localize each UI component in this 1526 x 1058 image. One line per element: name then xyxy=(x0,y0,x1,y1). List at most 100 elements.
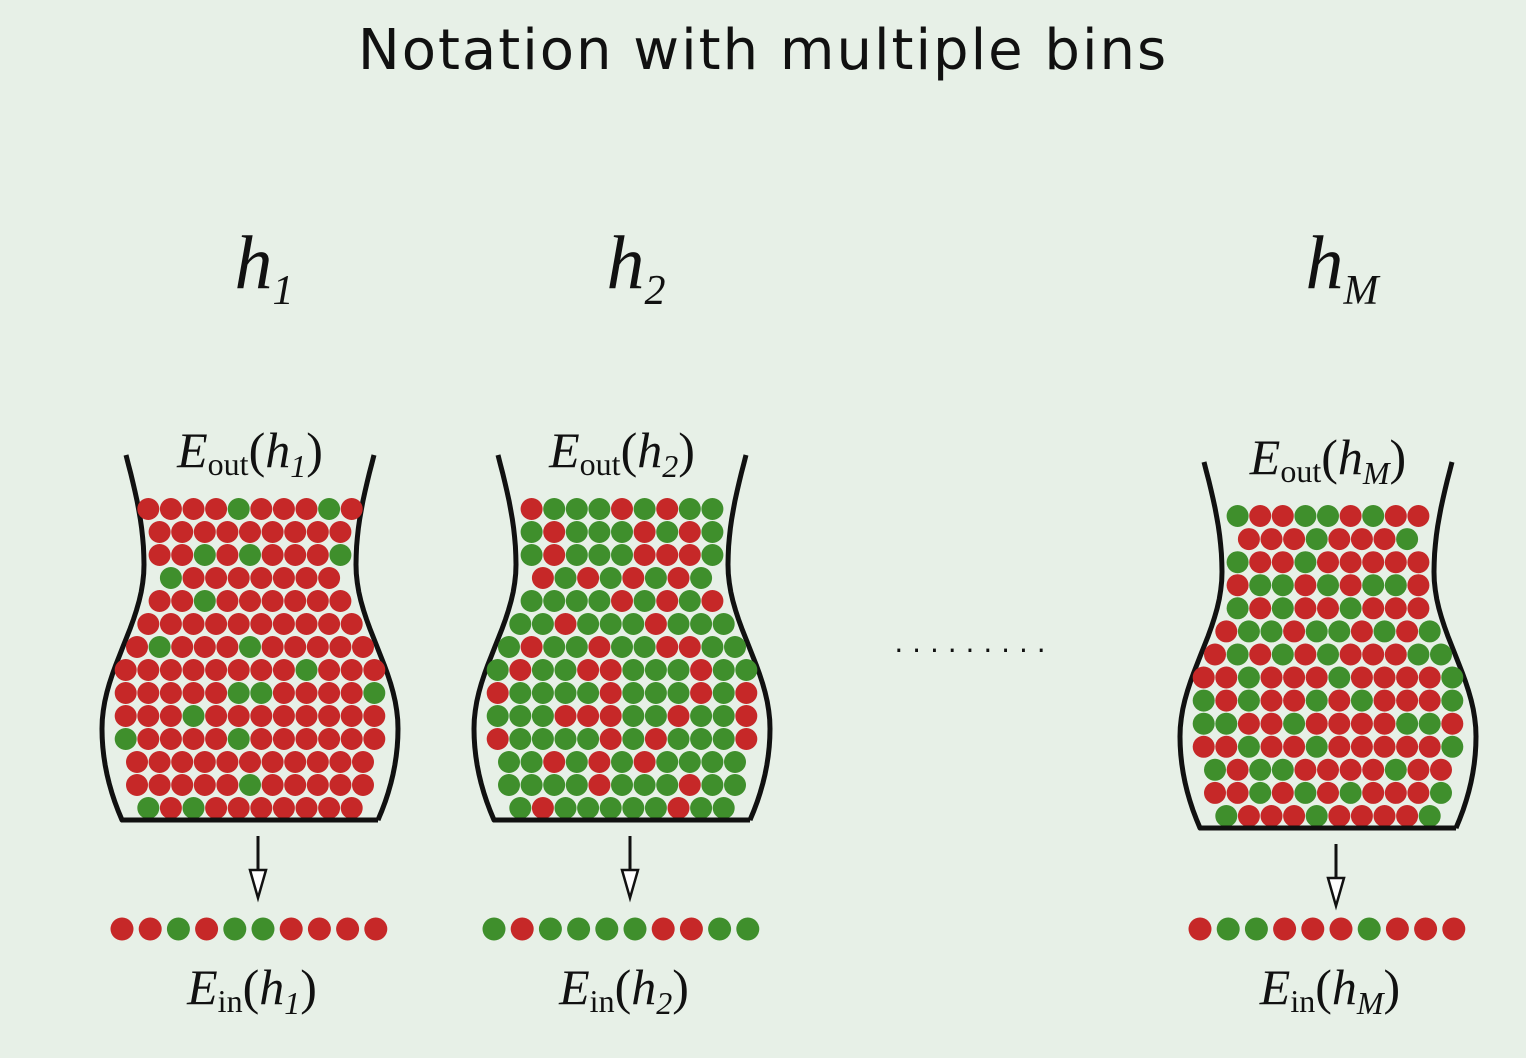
marble xyxy=(205,728,228,750)
marble xyxy=(611,521,633,543)
marble xyxy=(531,613,554,635)
marble xyxy=(678,590,701,612)
marble xyxy=(599,705,622,727)
marble xyxy=(1305,735,1328,758)
marble xyxy=(531,728,554,750)
marble xyxy=(543,774,566,796)
marble xyxy=(261,636,284,658)
marble xyxy=(565,521,588,543)
marble xyxy=(611,498,633,520)
sample-marble xyxy=(364,917,388,941)
marble xyxy=(588,751,611,773)
marble xyxy=(1215,805,1238,827)
sample-marble xyxy=(195,917,219,941)
marble xyxy=(622,659,645,681)
marble xyxy=(1407,597,1430,620)
marble xyxy=(554,705,577,727)
marble xyxy=(1215,712,1238,735)
sample-marble xyxy=(679,917,703,941)
sample-marble xyxy=(1188,917,1212,941)
marble xyxy=(171,774,194,796)
marble xyxy=(329,544,352,566)
marble xyxy=(148,544,171,566)
marble xyxy=(644,797,667,819)
marble xyxy=(701,498,724,520)
marble xyxy=(216,544,239,566)
marble xyxy=(261,751,284,773)
sample-marble xyxy=(336,917,360,941)
marble xyxy=(678,636,701,658)
sample-marble xyxy=(1329,917,1353,941)
marble xyxy=(531,797,554,819)
marble xyxy=(588,544,611,566)
marble xyxy=(227,705,250,727)
marble xyxy=(1271,643,1294,666)
marble xyxy=(611,751,633,773)
sample-marble xyxy=(623,917,647,941)
marble xyxy=(1305,689,1328,712)
marble xyxy=(1384,643,1407,666)
marble xyxy=(1317,781,1339,804)
marble xyxy=(712,613,735,635)
marble xyxy=(1407,505,1430,527)
marble xyxy=(543,544,566,566)
marble xyxy=(690,613,713,635)
marble xyxy=(667,797,690,819)
marble xyxy=(656,521,679,543)
marble xyxy=(250,682,273,704)
marble xyxy=(318,659,341,681)
marble xyxy=(1317,574,1339,597)
marble xyxy=(340,797,363,819)
marble xyxy=(1373,805,1396,827)
sample-marble xyxy=(708,917,732,941)
sample-marble xyxy=(567,917,591,941)
marble xyxy=(114,705,137,727)
marble xyxy=(1384,781,1407,804)
marble xyxy=(193,590,216,612)
marble xyxy=(599,567,622,589)
marble xyxy=(182,797,205,819)
sample-marble xyxy=(110,917,134,941)
marble xyxy=(633,544,656,566)
marble xyxy=(1373,712,1396,735)
marble xyxy=(1305,712,1328,735)
marble xyxy=(250,659,273,681)
marble xyxy=(577,682,600,704)
marble xyxy=(193,544,216,566)
marble xyxy=(1396,620,1419,643)
sample-marble xyxy=(595,917,619,941)
marble xyxy=(114,659,137,681)
marble xyxy=(1204,781,1226,804)
marble xyxy=(329,636,352,658)
marble xyxy=(1294,505,1317,527)
marble xyxy=(148,636,171,658)
marble xyxy=(340,705,363,727)
sample-marble xyxy=(651,917,675,941)
marble xyxy=(1215,735,1238,758)
marble xyxy=(531,659,554,681)
marble xyxy=(565,590,588,612)
marble xyxy=(667,613,690,635)
marble xyxy=(272,705,295,727)
marble xyxy=(306,751,329,773)
marble xyxy=(1350,712,1373,735)
marble xyxy=(1396,735,1419,758)
marble xyxy=(159,797,182,819)
marble xyxy=(1430,781,1452,804)
marble xyxy=(329,521,352,543)
marble xyxy=(531,567,554,589)
marble xyxy=(239,774,261,796)
marble xyxy=(543,590,566,612)
marble xyxy=(1305,666,1328,689)
marble xyxy=(1384,758,1407,781)
marble xyxy=(1339,551,1362,574)
marble xyxy=(1271,574,1294,597)
sample-marble xyxy=(1244,917,1268,941)
marble xyxy=(486,659,509,681)
marble xyxy=(531,705,554,727)
marble xyxy=(205,797,228,819)
marble xyxy=(272,728,295,750)
marble xyxy=(1260,528,1283,551)
marble xyxy=(340,659,363,681)
marble xyxy=(1283,666,1306,689)
